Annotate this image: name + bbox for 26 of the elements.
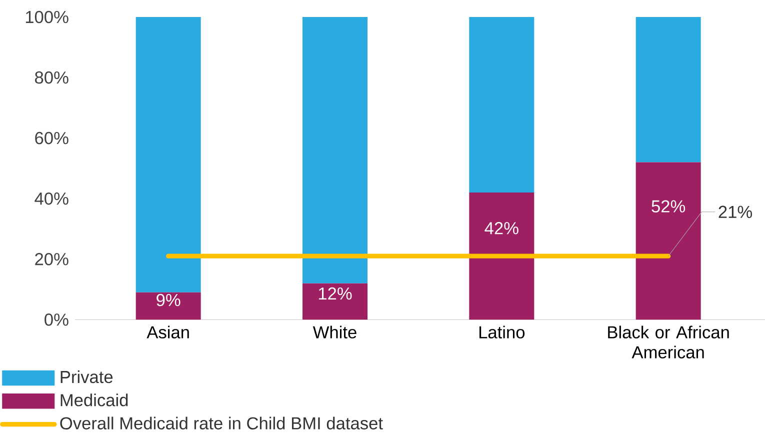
bar bbox=[136, 292, 201, 320]
y-tick-label: 20% bbox=[35, 253, 68, 266]
data-label: 12% bbox=[318, 288, 352, 300]
bar bbox=[636, 17, 701, 162]
annotation: 21% bbox=[718, 206, 752, 218]
bar bbox=[302, 284, 368, 320]
x-tick-label: White bbox=[312, 326, 356, 339]
bar bbox=[469, 192, 534, 320]
legend-label: Medicaid bbox=[60, 394, 128, 406]
x-tick-label: Asian bbox=[146, 326, 189, 339]
y-tick-label: 40% bbox=[34, 192, 68, 205]
bar bbox=[636, 162, 701, 320]
y-tick-label: 60% bbox=[35, 132, 68, 144]
legend-label: Overall Medicaid rate in Child BMI dataset bbox=[60, 416, 383, 430]
bar bbox=[136, 17, 201, 293]
data-label: 42% bbox=[484, 222, 518, 234]
y-tick-label: 100% bbox=[26, 11, 68, 24]
bar bbox=[302, 17, 368, 284]
legend-label: Private bbox=[60, 370, 113, 384]
bar bbox=[469, 17, 534, 193]
data-label: 9% bbox=[156, 294, 180, 306]
x-tick-label: Black or African American bbox=[608, 326, 729, 359]
x-tick-label: Latino bbox=[479, 326, 525, 339]
data-label: 52% bbox=[652, 200, 686, 213]
y-tick-label: 80% bbox=[35, 72, 68, 84]
y-tick-label: 0% bbox=[44, 314, 68, 326]
